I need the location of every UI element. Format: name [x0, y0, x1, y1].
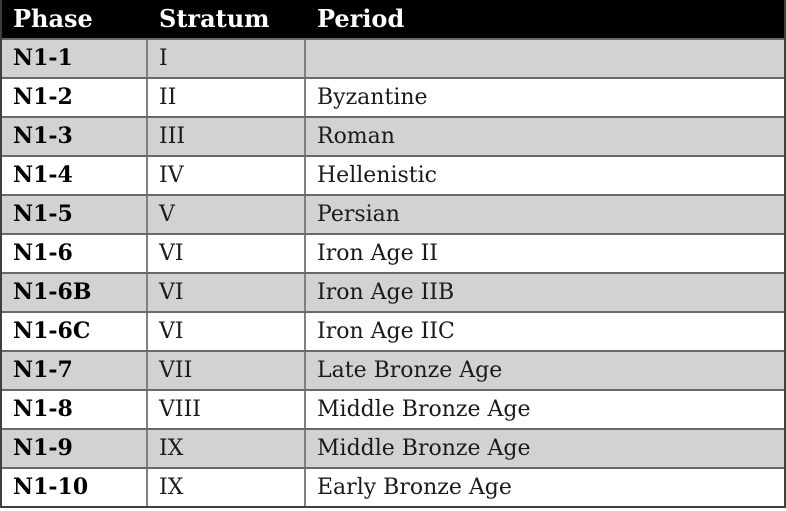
cell-phase: N1-2: [2, 79, 148, 116]
table-row: N1-1 I: [2, 38, 784, 77]
header-cell-phase: Phase: [13, 4, 93, 33]
cell-period: Iron Age IIB: [317, 280, 455, 305]
cell-phase: N1-4: [2, 157, 148, 194]
table-row: N1-5 V Persian: [2, 194, 784, 233]
table-header-row: Phase Stratum Period: [2, 0, 784, 38]
table-row: N1-8 VIII Middle Bronze Age: [2, 389, 784, 428]
cell-period: Middle Bronze Age: [317, 436, 531, 461]
cell-phase: N1-1: [2, 40, 148, 77]
cell-stratum: V: [148, 196, 306, 233]
cell-stratum: VI: [148, 235, 306, 272]
cell-period: Late Bronze Age: [317, 358, 503, 383]
table-row: N1-6B VI Iron Age IIB: [2, 272, 784, 311]
cell-stratum: IX: [148, 469, 306, 506]
table-row: N1-6C VI Iron Age IIC: [2, 311, 784, 350]
table-row: N1-10 IX Early Bronze Age: [2, 467, 784, 506]
cell-stratum: I: [148, 40, 306, 77]
header-cell-period: Period: [317, 4, 405, 33]
cell-period: Hellenistic: [317, 163, 437, 188]
cell-period: [306, 40, 784, 77]
cell-phase: N1-6: [2, 235, 148, 272]
cell-phase: N1-5: [2, 196, 148, 233]
header-cell-stratum: Stratum: [159, 4, 270, 33]
cell-phase: N1-10: [2, 469, 148, 506]
cell-phase: N1-6B: [2, 274, 148, 311]
cell-phase: N1-7: [2, 352, 148, 389]
table-row: N1-6 VI Iron Age II: [2, 233, 784, 272]
cell-stratum: VI: [148, 274, 306, 311]
table-row: N1-2 II Byzantine: [2, 77, 784, 116]
cell-period: Iron Age II: [317, 241, 438, 266]
cell-stratum: III: [148, 118, 306, 155]
cell-stratum: II: [148, 79, 306, 116]
cell-phase: N1-3: [2, 118, 148, 155]
cell-period: Middle Bronze Age: [317, 397, 531, 422]
cell-period: Roman: [317, 124, 395, 149]
cell-stratum: IX: [148, 430, 306, 467]
cell-period: Iron Age IIC: [317, 319, 455, 344]
cell-period: Byzantine: [317, 85, 428, 110]
cell-period: Early Bronze Age: [317, 475, 512, 500]
cell-stratum: VI: [148, 313, 306, 350]
table-row: N1-3 III Roman: [2, 116, 784, 155]
table-row: N1-7 VII Late Bronze Age: [2, 350, 784, 389]
cell-phase: N1-9: [2, 430, 148, 467]
cell-phase: N1-8: [2, 391, 148, 428]
table-body: N1-1 I N1-2 II Byzantine N1-3 III Roman …: [2, 38, 784, 506]
cell-stratum: VIII: [148, 391, 306, 428]
table-row: N1-9 IX Middle Bronze Age: [2, 428, 784, 467]
cell-phase: N1-6C: [2, 313, 148, 350]
cell-stratum: IV: [148, 157, 306, 194]
table-row: N1-4 IV Hellenistic: [2, 155, 784, 194]
cell-stratum: VII: [148, 352, 306, 389]
cell-period: Persian: [317, 202, 400, 227]
